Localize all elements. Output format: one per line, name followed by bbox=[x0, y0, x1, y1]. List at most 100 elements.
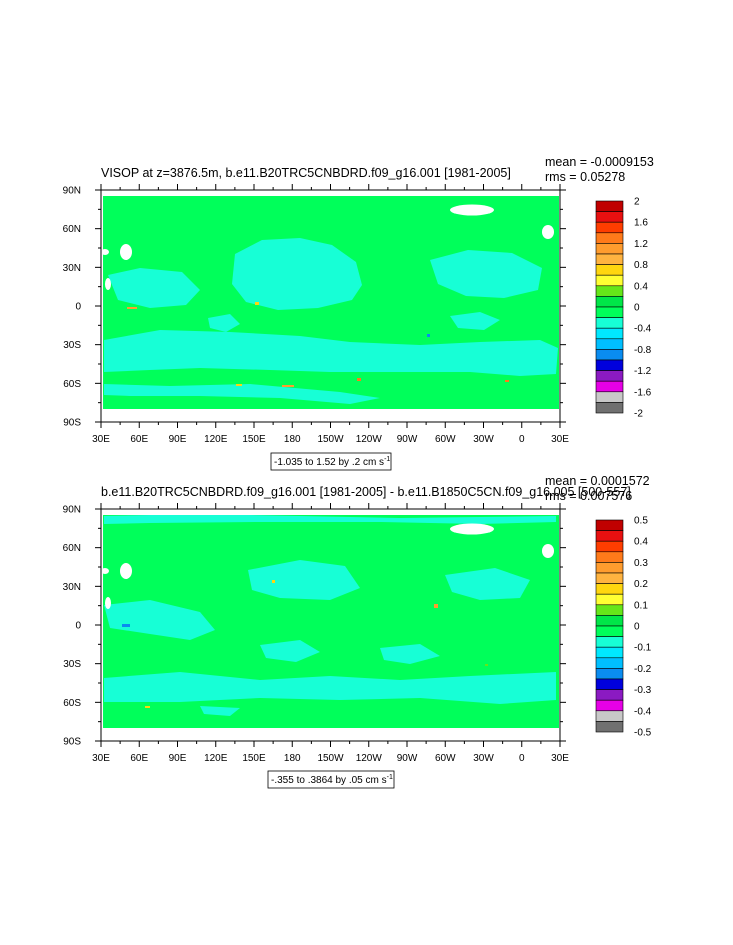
colorbar-label: 0 bbox=[634, 622, 640, 633]
colorbar-swatch bbox=[595, 530, 624, 542]
colorbar-swatch bbox=[595, 615, 624, 627]
y-tick-label: 0 bbox=[75, 621, 81, 632]
colorbar-swatch bbox=[595, 306, 624, 318]
x-tick-label: 150W bbox=[317, 434, 344, 445]
colorbar-label: 1.2 bbox=[634, 239, 648, 250]
colorbar-swatch bbox=[595, 583, 624, 595]
colorbar-swatch bbox=[595, 689, 624, 701]
x-tick-label: 120E bbox=[204, 434, 228, 445]
x-tick-label: 90W bbox=[397, 434, 418, 445]
negative-anomaly-patches bbox=[104, 514, 556, 716]
y-tick-label: 30S bbox=[63, 659, 81, 670]
colorbar-swatch bbox=[595, 232, 624, 244]
colorbar-swatch bbox=[595, 710, 624, 722]
x-tick-label: 180 bbox=[284, 753, 301, 764]
colorbar-swatch bbox=[595, 572, 624, 584]
colorbar-label: -1.2 bbox=[634, 366, 652, 377]
range-label: -.355 to .3864 by .05 cm s-1 bbox=[271, 774, 393, 786]
range-box: -.355 to .3864 by .05 cm s-1 bbox=[267, 770, 395, 789]
colorbar-swatch bbox=[595, 359, 624, 371]
colorbar-swatch bbox=[595, 274, 624, 287]
colorbar-swatch bbox=[595, 253, 624, 265]
y-tick-label: 90N bbox=[63, 505, 81, 516]
colorbar-label: 0.3 bbox=[634, 558, 648, 569]
x-tick-label: 150E bbox=[242, 753, 266, 764]
colorbar: 2 1.6 1.2 0.8 0.4 0 -0.4 -0.8 -1.2 -1.6 -2 bbox=[595, 197, 652, 420]
colorbar-swatch bbox=[595, 317, 624, 329]
colorbar-swatch bbox=[595, 636, 624, 648]
y-tick-label: 60S bbox=[63, 698, 81, 709]
x-tick-label: 30E bbox=[551, 434, 569, 445]
colorbar-label: 0 bbox=[634, 303, 640, 314]
land-masks bbox=[101, 509, 560, 741]
x-tick-label: 180 bbox=[284, 434, 301, 445]
x-tick-label: 90E bbox=[169, 753, 187, 764]
negative-anomaly-patches bbox=[104, 238, 558, 404]
colorbar-label: -0.5 bbox=[634, 728, 652, 739]
colorbar-swatch bbox=[595, 296, 624, 308]
x-tick-label: 90E bbox=[169, 434, 187, 445]
y-tick-label: 30S bbox=[63, 340, 81, 351]
x-tick-label: 150E bbox=[242, 434, 266, 445]
x-tick-label: 30W bbox=[473, 753, 494, 764]
x-tick-label: 150W bbox=[317, 753, 344, 764]
x-tick-label: 30E bbox=[551, 753, 569, 764]
colorbar-swatch bbox=[595, 678, 624, 690]
x-tick-label: 30E bbox=[92, 434, 110, 445]
x-tick-label: 60W bbox=[435, 434, 456, 445]
colorbar-label: -1.6 bbox=[634, 387, 652, 398]
y-tick-label: 0 bbox=[75, 302, 81, 313]
y-tick-label: 30N bbox=[63, 582, 81, 593]
colorbar-label: 0.4 bbox=[634, 281, 648, 292]
x-tick-label: 120W bbox=[356, 753, 383, 764]
colorbar-swatch bbox=[595, 519, 624, 531]
colorbar-swatch bbox=[595, 327, 624, 340]
map-axes: 30E 60E 90E 120E 150E 180 150W 120W 90W 60W 30W 0 30… bbox=[63, 184, 569, 445]
map-panel-2: b.e11.B20TRC5CNBDRD.f09_g16.001 [1981-20… bbox=[63, 474, 652, 789]
colorbar-label: -0.4 bbox=[634, 324, 652, 335]
colorbar-swatch bbox=[595, 338, 624, 350]
plot-title: b.e11.B20TRC5CNBDRD.f09_g16.001 [1981-20… bbox=[101, 485, 631, 499]
colorbar-label: 0.1 bbox=[634, 600, 648, 611]
colorbar-swatch bbox=[595, 370, 624, 382]
colorbar-label: -0.8 bbox=[634, 345, 652, 356]
mean-label: mean = 0.0001572 bbox=[545, 474, 650, 488]
colorbar-label: 0.8 bbox=[634, 260, 648, 271]
y-tick-label: 60N bbox=[63, 224, 81, 235]
y-tick-label: 90N bbox=[63, 186, 81, 197]
x-tick-label: 30W bbox=[473, 434, 494, 445]
x-tick-label: 0 bbox=[519, 753, 525, 764]
colorbar-swatch bbox=[595, 721, 624, 733]
rms-label: rms = 0.05278 bbox=[545, 170, 625, 184]
x-tick-label: 90W bbox=[397, 753, 418, 764]
x-tick-label: 30E bbox=[92, 753, 110, 764]
colorbar-label: -0.4 bbox=[634, 706, 652, 717]
colorbar-swatch bbox=[595, 402, 624, 414]
anomaly-specks bbox=[127, 302, 509, 387]
colorbar-swatch bbox=[595, 625, 624, 637]
plot-title: VISOP at z=3876.5m, b.e11.B20TRC5CNBDRD.… bbox=[101, 166, 511, 180]
range-label: -1.035 to 1.52 by .2 cm s-1 bbox=[274, 456, 390, 468]
y-tick-label: 60N bbox=[63, 543, 81, 554]
colorbar-swatch bbox=[595, 211, 624, 223]
map-axes: 30E 60E 90E 120E 150E 180 150W 120W 90W 60W 30W 0 30… bbox=[63, 503, 569, 764]
colorbar-swatch bbox=[595, 657, 624, 669]
x-tick-label: 60E bbox=[130, 753, 148, 764]
y-tick-label: 90S bbox=[63, 418, 81, 429]
colorbar-swatch bbox=[595, 646, 624, 659]
mean-label: mean = -0.0009153 bbox=[545, 155, 654, 169]
colorbar-swatch bbox=[595, 380, 624, 393]
colorbar-label: 2 bbox=[634, 197, 640, 208]
colorbar: 0.5 0.4 0.3 0.2 0.1 0 -0.1 -0.2 -0.3 -0.4 -0.5 bbox=[595, 516, 652, 739]
map-panel-1: VISOP at z=3876.5m, b.e11.B20TRC5CNBDRD.… bbox=[63, 155, 654, 471]
x-tick-label: 120E bbox=[204, 753, 228, 764]
colorbar-swatch bbox=[595, 349, 624, 361]
colorbar-swatch bbox=[595, 540, 624, 553]
colorbar-swatch bbox=[595, 593, 624, 606]
colorbar-swatch bbox=[595, 243, 624, 255]
colorbar-label: 1.6 bbox=[634, 218, 648, 229]
colorbar-swatch bbox=[595, 551, 624, 563]
x-tick-label: 60W bbox=[435, 753, 456, 764]
x-tick-label: 120W bbox=[356, 434, 383, 445]
